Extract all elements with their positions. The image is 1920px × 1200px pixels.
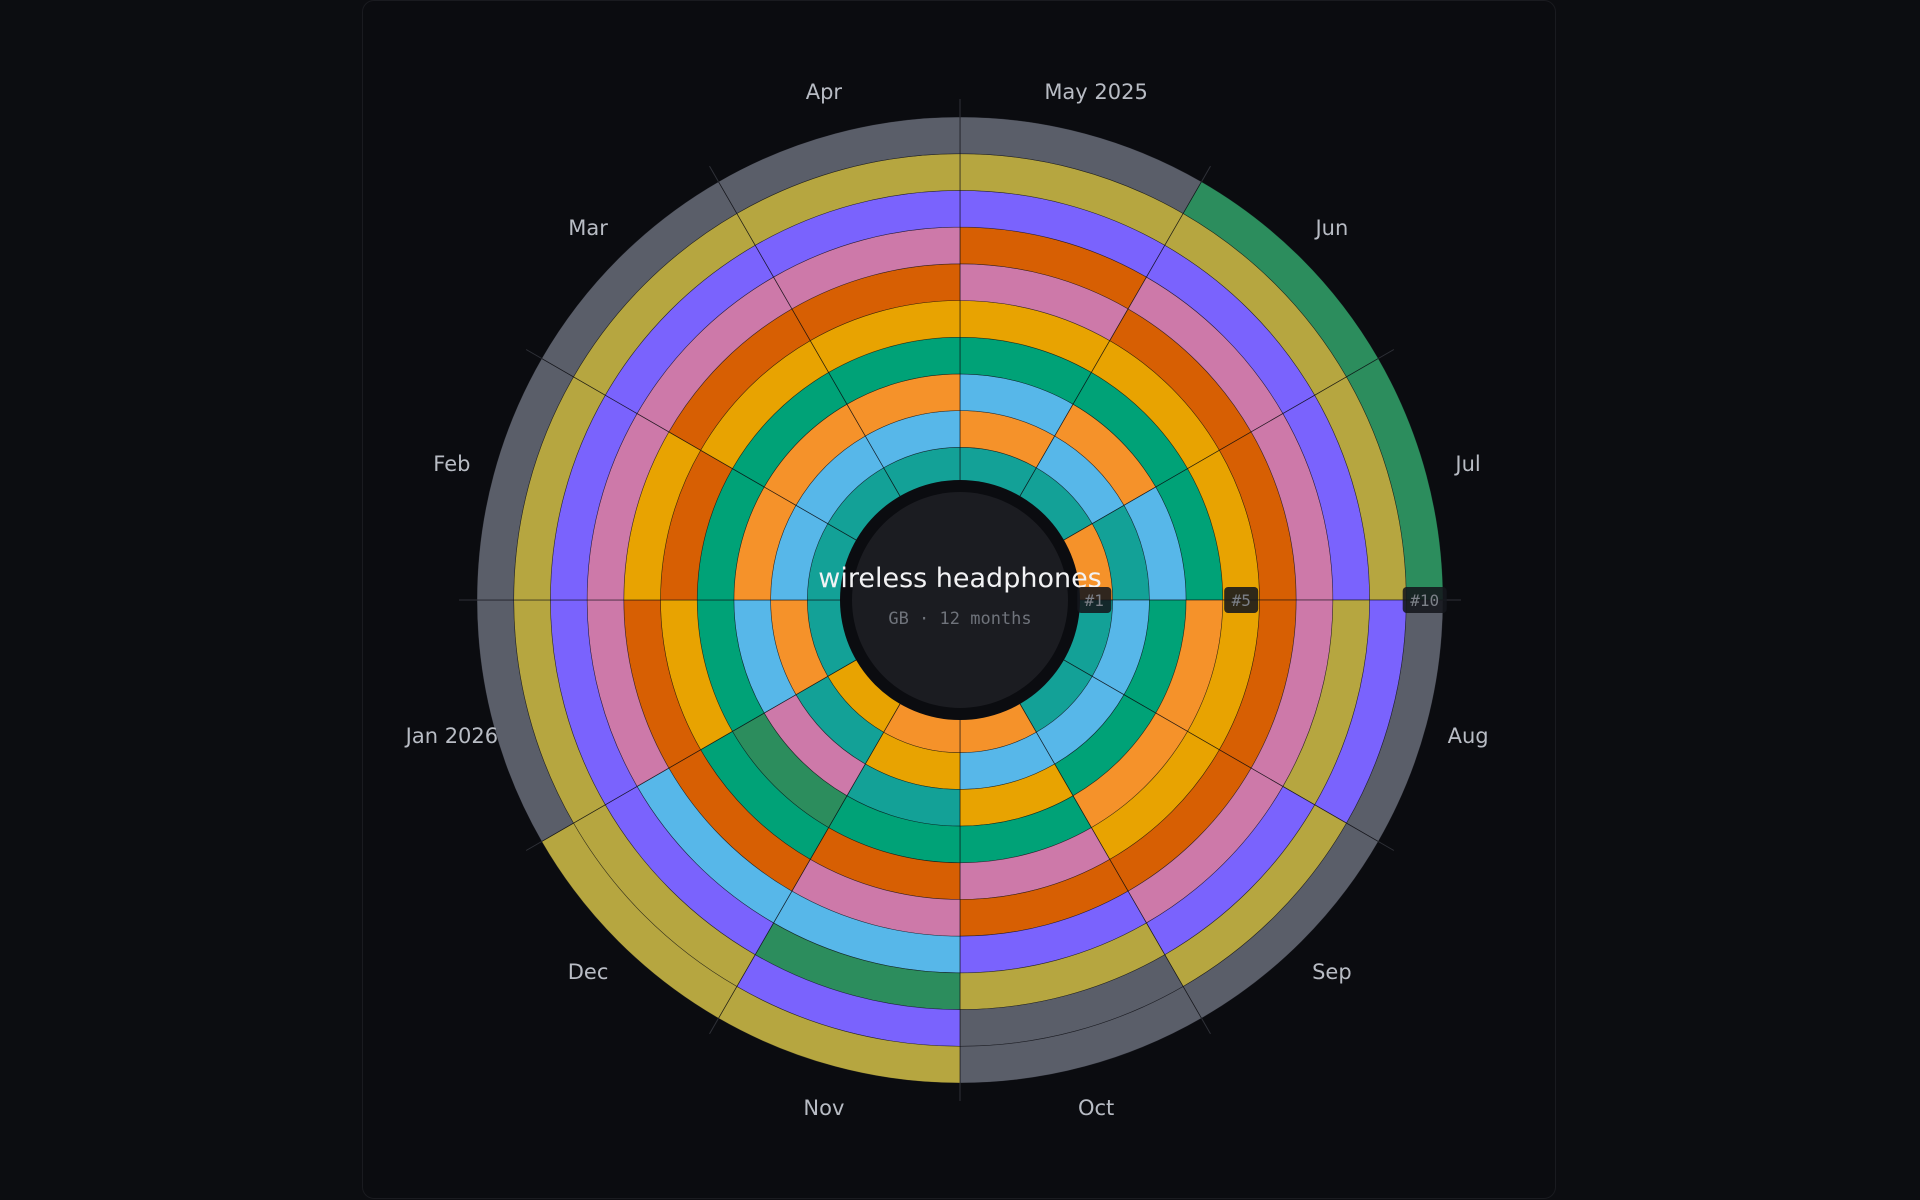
month-labels: May 2025 Jun Jul Aug Sep Oct Nov Dec Jan 2026 Feb…: [404, 80, 1489, 1120]
ring-segments: [476, 116, 1444, 1084]
month-tick: [525, 841, 542, 851]
month-divider: [718, 700, 903, 1019]
month-divider: [1017, 700, 1202, 1019]
rank-label-bg: [1224, 587, 1259, 613]
month-label: Dec: [568, 960, 609, 984]
month-label: Jan 2026: [404, 724, 499, 748]
rank-label-bg: [1077, 587, 1112, 613]
month-label: Feb: [433, 452, 470, 476]
month-divider: [1060, 657, 1379, 842]
month-tick: [525, 349, 542, 359]
month-label: Apr: [806, 80, 843, 104]
rank-labels: #1 #5 #10: [1077, 587, 1447, 613]
month-label: Oct: [1078, 1096, 1114, 1120]
chart-subtitle: GB · 12 months: [888, 609, 1031, 629]
rank-label-bg: [1402, 587, 1447, 613]
month-divider: [541, 358, 860, 543]
center-hub: wireless headphones GB · 12 months: [818, 480, 1102, 720]
month-tick: [1201, 1018, 1211, 1035]
rank-label: #10: [1402, 587, 1447, 613]
month-ticks: [459, 99, 1461, 1101]
month-label: Jul: [1453, 452, 1480, 476]
chart-title: wireless headphones: [818, 563, 1102, 594]
month-label: Sep: [1312, 960, 1352, 984]
month-tick: [1378, 841, 1395, 851]
rank-label: #1: [1077, 587, 1112, 613]
center-disc: [852, 492, 1068, 708]
rank-label-text: #1: [1085, 591, 1104, 610]
month-divider: [718, 181, 903, 500]
month-divider: [541, 657, 860, 842]
month-tick: [1378, 349, 1395, 359]
month-divider: [1060, 358, 1379, 543]
month-tick: [709, 165, 719, 182]
month-label: Aug: [1448, 724, 1489, 748]
rank-label: #5: [1224, 587, 1259, 613]
rank-label-text: #5: [1232, 591, 1251, 610]
month-label: Mar: [568, 216, 608, 240]
month-label: May 2025: [1044, 80, 1148, 104]
month-divider: [1017, 181, 1202, 500]
month-label: Nov: [803, 1096, 844, 1120]
month-tick: [1201, 165, 1211, 182]
month-label: Jun: [1313, 216, 1348, 240]
rank-label-text: #10: [1410, 591, 1439, 610]
month-tick: [709, 1018, 719, 1035]
